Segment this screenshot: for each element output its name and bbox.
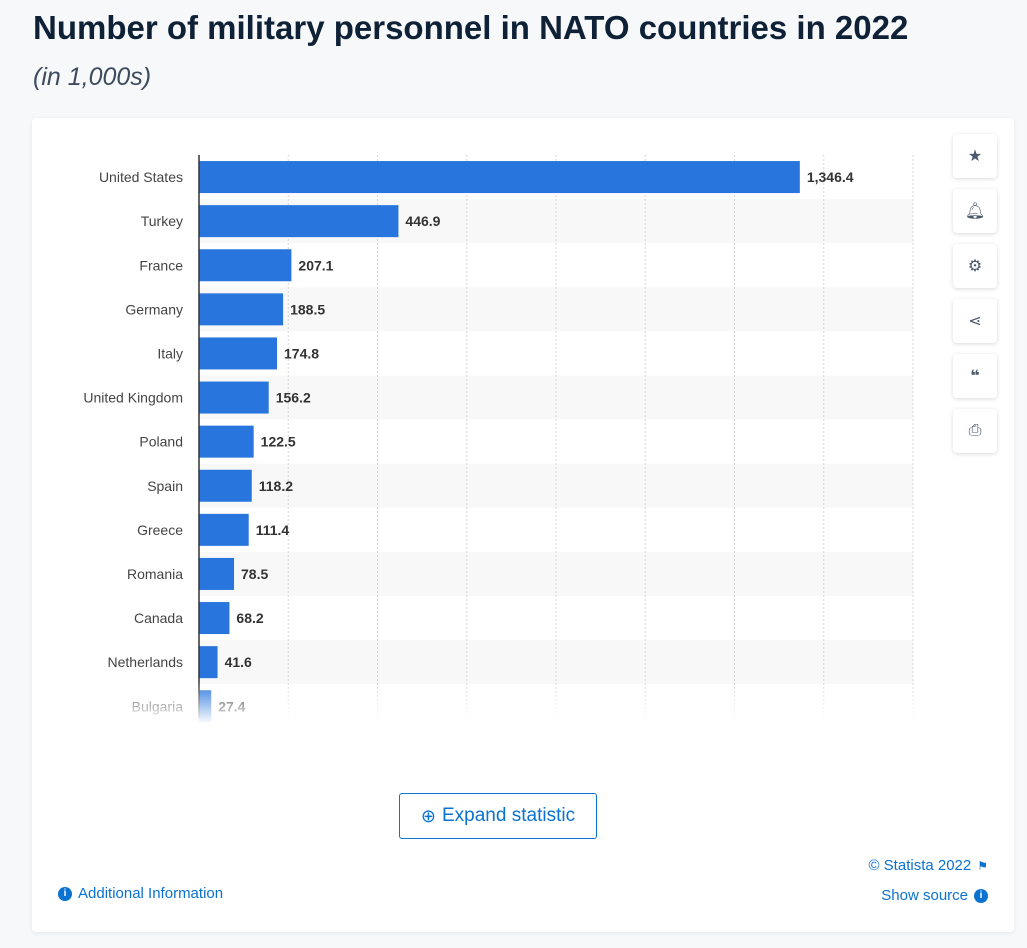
data-label: 188.5 [290,301,325,317]
info-icon: i [974,889,988,903]
row-band [199,463,913,508]
row-band [199,551,913,596]
bar [199,469,252,502]
data-label: 41.6 [225,654,252,670]
share-button[interactable]: ⋖ [953,299,997,343]
data-label: 68.2 [236,610,263,626]
bar [199,337,278,370]
category-label: Netherlands [108,654,184,670]
bar [199,646,218,679]
data-label: 1,346.4 [807,169,854,185]
category-label: Poland [139,434,183,450]
page-title: Number of military personnel in NATO cou… [33,9,909,46]
show-source-label: Show source [881,887,968,904]
bar [199,205,399,238]
print-button[interactable]: ⎙ [953,409,997,453]
category-label: Italy [157,345,183,361]
fade-overlay [32,680,932,725]
category-label: United Kingdom [83,390,183,406]
flag-icon: ⚑ [977,859,988,873]
expand-label: Expand statistic [442,805,576,826]
category-label: Spain [147,478,183,494]
gear-icon: ⚙ [967,258,983,275]
page-subtitle: (in 1,000s) [33,63,152,91]
bar [199,557,235,590]
quote-icon: ❝ [970,368,980,385]
star-icon: ★ [967,148,983,165]
plus-circle-icon: ⊕ [420,805,436,826]
data-label: 446.9 [405,213,440,229]
bar [199,293,284,326]
notification-button[interactable]: 🔔︎ [953,189,997,233]
copyright[interactable]: © Statista 2022 ⚑ [868,857,988,875]
bar-chart: United States 1,346.4 Turkey 446.9 France 207… [32,155,932,725]
bar [199,161,800,194]
data-label: 174.8 [284,345,319,361]
info-icon: i [58,887,72,901]
data-label: 122.5 [261,434,296,450]
expand-statistic-button[interactable]: ⊕ Expand statistic [399,793,597,839]
category-label: France [139,257,183,273]
category-label: Germany [125,301,183,317]
cite-button[interactable]: ❝ [953,354,997,398]
share-icon: ⋖ [968,313,982,330]
category-label: Greece [137,522,183,538]
category-label: United States [99,169,183,185]
data-label: 118.2 [259,478,293,494]
bar [199,381,269,414]
additional-information-label: Additional Information [78,885,224,902]
bar [199,249,292,282]
settings-button[interactable]: ⚙ [953,244,997,288]
category-label: Canada [134,610,183,626]
chart-card: United States 1,346.4 Turkey 446.9 France 207… [32,118,1014,932]
bar [199,513,249,546]
category-label: Turkey [141,213,183,229]
additional-information-link[interactable]: i Additional Information [58,885,223,903]
bar [199,425,254,458]
data-label: 78.5 [241,566,268,582]
data-label: 156.2 [276,390,311,406]
category-label: Romania [127,566,183,582]
bar [199,602,230,635]
bell-icon: 🔔︎ [964,203,986,220]
show-source-link[interactable]: Show source i [881,887,988,905]
toolbar: ★ 🔔︎ ⚙ ⋖ ❝ ⎙ [953,134,997,464]
data-label: 111.4 [256,522,290,538]
copyright-label: © Statista 2022 [868,857,972,874]
data-label: 207.1 [298,257,333,273]
favorite-button[interactable]: ★ [953,134,997,178]
row-band [199,640,913,685]
print-icon: ⎙ [968,422,982,439]
